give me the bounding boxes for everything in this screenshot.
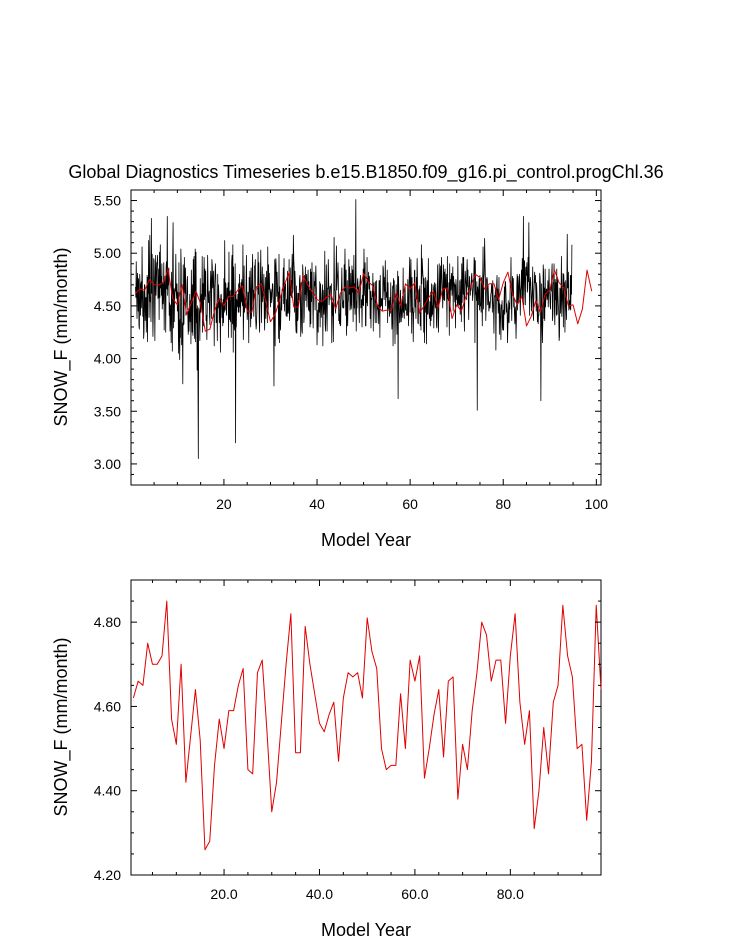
y-tick-label: 4.80 <box>94 614 121 630</box>
chart-title: Global Diagnostics Timeseries b.e15.B185… <box>68 162 663 183</box>
y-tick-label: 4.00 <box>94 351 121 367</box>
y-tick-label: 5.50 <box>94 193 121 209</box>
bottom-plot-series <box>132 600 602 851</box>
y-tick-label: 5.00 <box>94 245 121 261</box>
bottom-y-axis-label: SNOW_F (mm/month) <box>51 637 72 816</box>
bottom-x-axis-label: Model Year <box>321 920 411 940</box>
y-tick-label: 4.20 <box>94 867 121 883</box>
x-tick-label: 80 <box>495 496 511 512</box>
top-ticks: 20 40 60 80 100 3.00 3.50 4.00 4.50 5.00 5.50 <box>94 189 609 512</box>
y-tick-label: 3.50 <box>94 403 121 419</box>
bottom-panel: 20.0 40.0 60.0 80.0 4.20 4.40 4.60 4.80 Model Y… <box>51 579 602 940</box>
y-tick-label: 4.50 <box>94 298 121 314</box>
top-y-axis-label: SNOW_F (mm/month) <box>51 247 72 426</box>
y-tick-label: 3.00 <box>94 456 121 472</box>
x-tick-label: 40.0 <box>306 886 333 902</box>
y-tick-label: 4.60 <box>94 698 121 714</box>
x-tick-label: 60.0 <box>401 886 428 902</box>
y-tick-label: 4.40 <box>94 783 121 799</box>
top-panel: 20 40 60 80 100 3.00 3.50 4.00 4.50 5.00 5.50 Mode… <box>51 189 609 550</box>
series-line-monthly <box>135 199 573 460</box>
x-tick-label: 100 <box>585 496 609 512</box>
top-plot-series <box>135 199 593 460</box>
bottom-ticks: 20.0 40.0 60.0 80.0 4.20 4.40 4.60 4.80 <box>94 579 601 902</box>
top-x-axis-label: Model Year <box>321 530 411 550</box>
x-tick-label: 80.0 <box>497 886 524 902</box>
x-tick-label: 20.0 <box>210 886 237 902</box>
x-tick-label: 60 <box>402 496 418 512</box>
series-line-annual-mean <box>135 268 593 332</box>
x-tick-label: 20 <box>216 496 232 512</box>
top-plot-frame <box>130 189 602 486</box>
x-tick-label: 40 <box>309 496 325 512</box>
series-line-annual-mean <box>132 600 602 851</box>
